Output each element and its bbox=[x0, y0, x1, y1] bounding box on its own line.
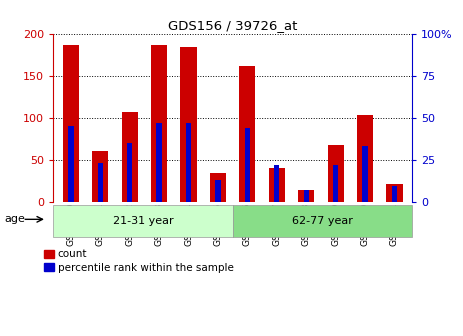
Bar bbox=[274, 165, 280, 202]
Text: 62-77 year: 62-77 year bbox=[292, 216, 353, 226]
Bar bbox=[215, 180, 220, 202]
Bar bbox=[63, 44, 79, 202]
Bar bbox=[122, 112, 138, 202]
Bar bbox=[327, 145, 344, 202]
Bar bbox=[53, 205, 232, 237]
Bar bbox=[151, 44, 167, 202]
Bar bbox=[92, 151, 108, 202]
Legend: count, percentile rank within the sample: count, percentile rank within the sample bbox=[42, 247, 236, 275]
Bar bbox=[239, 66, 256, 202]
Text: 21-31 year: 21-31 year bbox=[113, 216, 173, 226]
Bar bbox=[68, 126, 74, 202]
Bar bbox=[298, 190, 314, 202]
Bar bbox=[392, 186, 397, 202]
Bar bbox=[156, 123, 162, 202]
Bar bbox=[245, 128, 250, 202]
Bar bbox=[357, 115, 373, 202]
Text: age: age bbox=[4, 214, 25, 224]
Bar bbox=[363, 146, 368, 202]
Bar bbox=[269, 168, 285, 202]
Bar bbox=[232, 205, 412, 237]
Bar bbox=[181, 47, 197, 202]
Bar bbox=[333, 165, 338, 202]
Title: GDS156 / 39726_at: GDS156 / 39726_at bbox=[168, 19, 297, 33]
Bar bbox=[210, 173, 226, 202]
Bar bbox=[186, 123, 191, 202]
Bar bbox=[98, 163, 103, 202]
Bar bbox=[304, 190, 309, 202]
Bar bbox=[386, 184, 402, 202]
Bar bbox=[127, 143, 132, 202]
